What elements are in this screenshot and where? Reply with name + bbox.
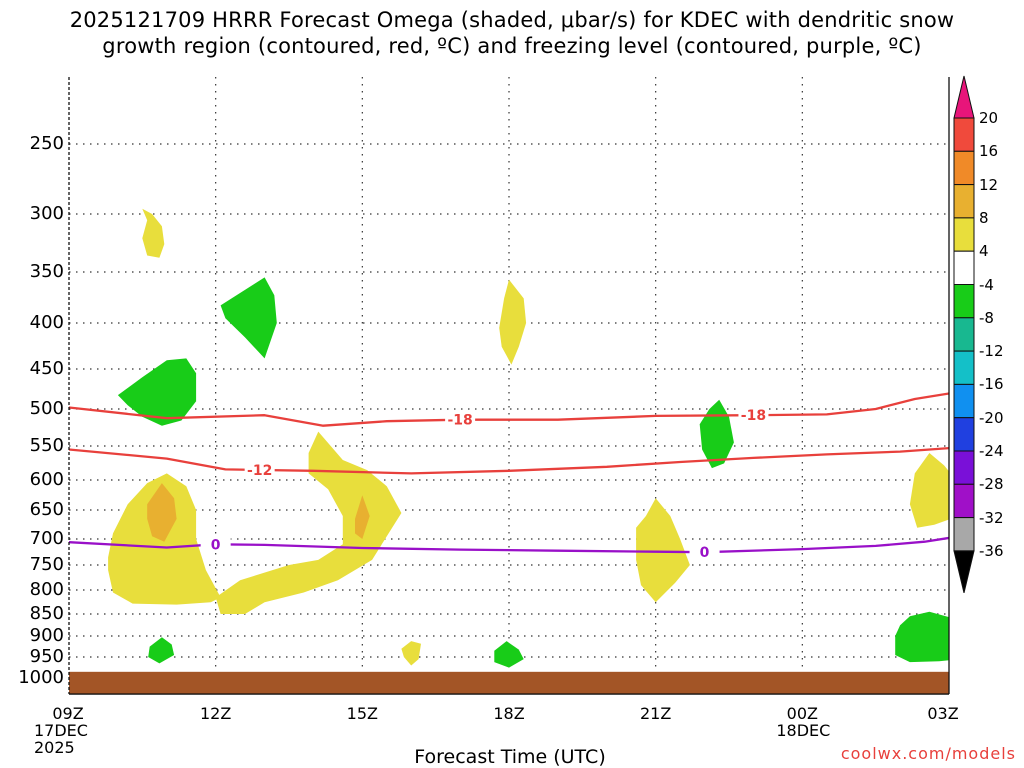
omega-area-9 [147, 483, 177, 542]
colorbar-label: 16 [979, 142, 999, 161]
dendritic-contour-18 [69, 392, 949, 427]
colorbar-label: -24 [979, 442, 1004, 460]
omega-area-10 [355, 495, 370, 539]
contour-labels: -18 -18 -12 0 0 [200, 407, 769, 561]
contour-layer [69, 392, 949, 554]
omega-area-3 [117, 358, 197, 426]
colorbar-swatch-6 [953, 284, 975, 319]
colorbar [953, 75, 975, 594]
x-tick-sublabel: 17DEC [34, 721, 88, 740]
y-tick-label: 600 [29, 469, 64, 490]
y-tick-label: 800 [29, 579, 64, 600]
x-tick-label: 03Z [927, 704, 959, 723]
dendritic-contour-12-label-1: -12 [247, 463, 272, 479]
colorbar-label: -20 [979, 408, 1004, 427]
x-tick-label: 09Z [52, 704, 84, 723]
grid [69, 77, 949, 695]
y-tick-label: 450 [29, 358, 64, 379]
omega-area-2 [220, 277, 277, 359]
x-tick-sublabel: 2025 [34, 738, 75, 757]
colorbar-swatch-10 [953, 417, 975, 452]
x-tick-label: 18Z [493, 704, 525, 723]
colorbar-label: -16 [979, 375, 1004, 394]
omega-area-11 [636, 498, 690, 603]
colorbar-swatch-12 [953, 483, 975, 519]
omega-area-1 [142, 208, 165, 258]
colorbar-swatch-5 [953, 250, 975, 285]
y-tick-label: 300 [29, 203, 64, 224]
y-tick-label: 250 [29, 133, 64, 154]
x-tick-label: 12Z [199, 704, 232, 723]
y-tick-label: 400 [29, 312, 64, 333]
colorbar-swatch-13 [953, 517, 975, 552]
colorbar-label: 12 [979, 175, 999, 194]
colorbar-swatch-11 [953, 450, 975, 485]
colorbar-top-arrow [953, 75, 975, 119]
y-tick-label: 1000 [18, 667, 64, 688]
colorbar-swatch-3 [953, 184, 975, 219]
dendritic-contour-18-label-bg-2 [738, 407, 769, 424]
x-tick-label: 00Z [786, 704, 818, 723]
omega-area-12 [895, 611, 949, 663]
freezing-level-contour-label-1: 0 [211, 537, 221, 553]
colorbar-label: -28 [979, 475, 1004, 494]
dendritic-contour-12-label-bg-1 [244, 461, 275, 478]
colorbar-bottom-arrow [953, 550, 975, 594]
colorbar-label: 4 [979, 242, 989, 261]
colorbar-swatch-4 [953, 217, 975, 252]
freezing-level-contour-label-2: 0 [700, 545, 710, 561]
freezing-level-contour-label-bg-2 [689, 544, 720, 561]
y-tick-label: 900 [29, 625, 64, 646]
y-tick-label: 350 [29, 261, 64, 282]
x-tick-label: 21Z [639, 704, 672, 723]
chart-title-line-1: 2025121709 HRRR Forecast Omega (shaded, … [69, 8, 955, 32]
dendritic-contour-18-label-2: -18 [741, 408, 766, 424]
y-tick-label: 500 [29, 398, 64, 419]
y-tick-label: 550 [29, 435, 64, 456]
colorbar-swatch-7 [953, 317, 975, 352]
plot-frame [68, 77, 950, 695]
omega-area-6 [909, 453, 949, 528]
colorbar-label: -36 [979, 541, 1004, 560]
colorbar-swatch-8 [953, 350, 975, 385]
terrain-surface [69, 671, 949, 695]
colorbar-label: 8 [979, 208, 989, 227]
y-tick-label: 850 [29, 603, 64, 624]
terrain-layer [69, 671, 949, 695]
colorbar-label: -8 [979, 308, 994, 327]
y-tick-label: 650 [29, 499, 64, 520]
omega-shading [108, 208, 949, 668]
omega-area-7 [215, 431, 402, 614]
credit-text: coolwx.com/models [840, 744, 1016, 763]
colorbar-swatch-9 [953, 383, 975, 419]
freezing-level-contour-label-bg-1 [200, 536, 231, 553]
y-tick-label: 700 [29, 528, 64, 549]
chart-title-line-2: growth region (contoured, red, ºC) and f… [102, 34, 922, 58]
colorbar-label: 20 [979, 109, 999, 127]
colorbar-label: -12 [979, 342, 1004, 361]
y-tick-label: 750 [29, 554, 64, 575]
omega-area-4 [499, 279, 527, 365]
dendritic-contour-18-label-1: -18 [447, 413, 472, 429]
dendritic-contour-18-label-bg-1 [445, 411, 476, 428]
colorbar-swatch-1 [953, 117, 975, 152]
x-tick-label: 15Z [346, 704, 378, 723]
colorbar-label: -32 [979, 508, 1004, 527]
x-axis-label: Forecast Time (UTC) [414, 746, 606, 768]
x-tick-sublabel: 18DEC [776, 721, 831, 740]
omega-area-5 [699, 399, 734, 469]
omega-area-15 [494, 641, 524, 668]
omega-area-14 [401, 641, 421, 666]
dendritic-contour-12 [69, 446, 949, 475]
y-tick-label: 950 [29, 646, 64, 667]
colorbar-swatch-2 [953, 150, 975, 186]
omega-area-13 [148, 637, 175, 664]
colorbar-label: -4 [979, 275, 994, 294]
